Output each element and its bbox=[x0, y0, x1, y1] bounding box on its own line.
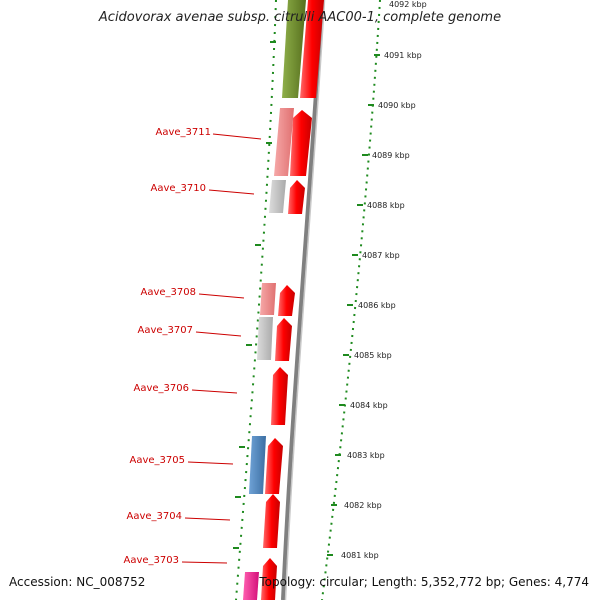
gene-reverse-magenta[interactable] bbox=[243, 572, 259, 600]
gene-label[interactable]: Aave_3704 bbox=[127, 511, 183, 522]
accession-text: Accession: NC_008752 bbox=[9, 575, 146, 589]
gene-forward[interactable] bbox=[261, 558, 277, 600]
kbp-label: 4089 kbp bbox=[372, 151, 410, 160]
kbp-label: 4086 kbp bbox=[358, 301, 396, 310]
kbp-label: 4083 kbp bbox=[347, 451, 385, 460]
gene-reverse-olive[interactable] bbox=[282, 0, 306, 98]
gene-forward[interactable] bbox=[265, 438, 283, 494]
gene-reverse-blue[interactable] bbox=[249, 436, 266, 494]
reverse-strand-genes bbox=[243, 0, 306, 600]
gene-label[interactable]: Aave_3703 bbox=[124, 555, 180, 566]
gene-forward[interactable] bbox=[288, 180, 305, 214]
gene-reverse-gray[interactable] bbox=[269, 180, 286, 213]
kbp-label: 4090 kbp bbox=[378, 101, 416, 110]
outer-tick-circle bbox=[321, 0, 381, 600]
gene-label[interactable]: Aave_3706 bbox=[134, 383, 190, 394]
gene-label[interactable]: Aave_3710 bbox=[151, 183, 207, 194]
gene-forward[interactable] bbox=[275, 318, 292, 361]
gene-forward[interactable] bbox=[290, 110, 312, 176]
kbp-label: 4085 kbp bbox=[354, 351, 392, 360]
topology-text: Topology: circular; Length: 5,352,772 bp… bbox=[259, 575, 589, 589]
kbp-ticks bbox=[233, 41, 380, 556]
gene-label[interactable]: Aave_3707 bbox=[138, 325, 194, 336]
gene-forward[interactable] bbox=[300, 0, 324, 98]
gene-forward[interactable] bbox=[271, 367, 288, 425]
gene-label[interactable]: Aave_3711 bbox=[156, 127, 212, 138]
kbp-label: 4087 kbp bbox=[362, 251, 400, 260]
gene-reverse-gray[interactable] bbox=[257, 317, 273, 360]
kbp-label: 4081 kbp bbox=[341, 551, 379, 560]
gene-label[interactable]: Aave_3705 bbox=[130, 455, 186, 466]
kbp-label: 4082 kbp bbox=[344, 501, 382, 510]
gene-forward[interactable] bbox=[278, 285, 295, 316]
gene-label[interactable]: Aave_3708 bbox=[141, 287, 197, 298]
kbp-label: 4084 kbp bbox=[350, 401, 388, 410]
map-title: Acidovorax avenae subsp. citrulli AAC00-… bbox=[98, 10, 502, 25]
gene-label-leaders bbox=[181, 133, 262, 564]
forward-strand-genes bbox=[261, 0, 324, 600]
kbp-label: 4088 kbp bbox=[367, 201, 405, 210]
genome-backbone-shadow bbox=[284, 0, 326, 600]
gene-forward[interactable] bbox=[263, 494, 280, 548]
kbp-label: 4091 kbp bbox=[384, 51, 422, 60]
gene-reverse-pink[interactable] bbox=[260, 283, 276, 315]
kbp-label: 4092 kbp bbox=[389, 0, 427, 9]
gene-reverse-pink[interactable] bbox=[274, 108, 294, 176]
